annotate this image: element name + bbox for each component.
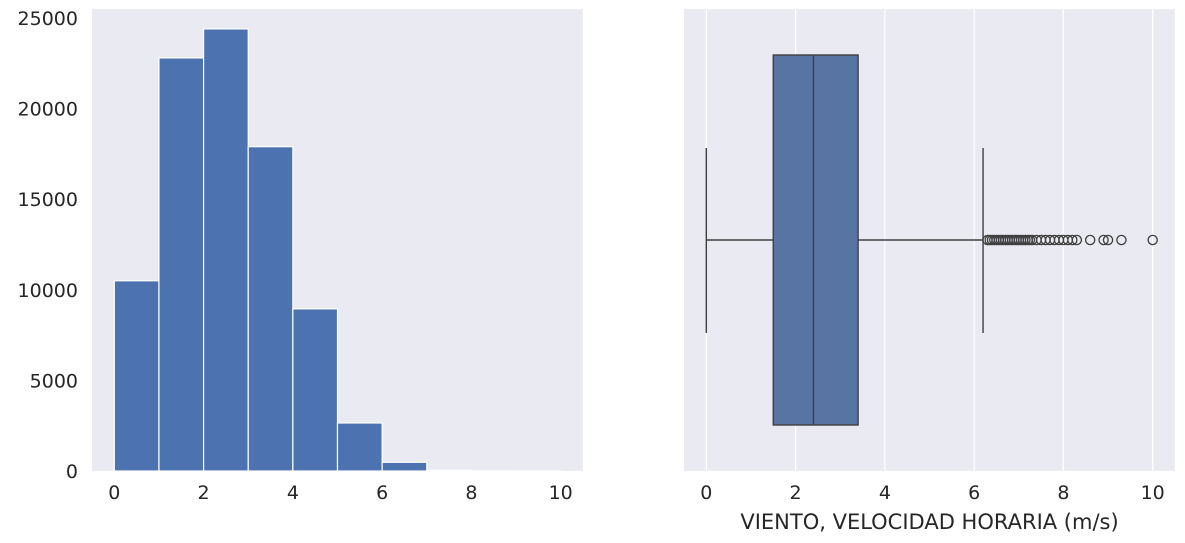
- histogram-bars: [113, 28, 562, 472]
- boxplot-x-tick-label: 6: [968, 482, 980, 504]
- histogram-y-ticks: 0 5000 10000 15000 20000 25000: [18, 8, 78, 483]
- histogram-x-tick-label: 6: [376, 482, 388, 504]
- boxplot-body: [705, 54, 984, 426]
- histogram-x-tick-label: 2: [198, 482, 210, 504]
- histogram-y-tick-label: 0: [66, 461, 78, 483]
- histogram-bar: [292, 308, 339, 472]
- histogram-x-ticks: 0 2 4 6 8 10: [108, 482, 573, 504]
- histogram-x-tick-label: 10: [549, 482, 573, 504]
- boxplot-panel: 0 2 4 6 8 10 VIENTO, VELOCIDAD HORARIA (m/s): [684, 9, 1175, 534]
- boxplot-x-tick-label: 0: [700, 482, 712, 504]
- histogram-y-tick-label: 20000: [18, 99, 78, 121]
- boxplot-outlier-point: [1098, 234, 1109, 246]
- histogram-x-tick-label: 0: [108, 482, 120, 504]
- boxplot-x-tick-label: 2: [790, 482, 802, 504]
- histogram-bar: [113, 280, 160, 472]
- boxplot-x-axis-label: VIENTO, VELOCIDAD HORARIA (m/s): [740, 510, 1118, 534]
- boxplot-x-tick-label: 4: [879, 482, 891, 504]
- histogram-bar: [202, 28, 249, 472]
- histogram-y-tick-label: 25000: [18, 8, 78, 30]
- boxplot-x-tick-label: 8: [1057, 482, 1069, 504]
- boxplot-x-ticks: 0 2 4 6 8 10: [700, 482, 1165, 504]
- histogram-bar: [381, 461, 428, 472]
- histogram-y-tick-label: 5000: [30, 370, 78, 392]
- histogram-y-tick-label: 15000: [18, 189, 78, 211]
- histogram-panel: 0 5000 10000 15000 20000 25000 0 2 4 6 8 10: [18, 8, 583, 504]
- boxplot-outlier-point: [1071, 234, 1083, 246]
- histogram-bar: [247, 146, 294, 472]
- boxplot-outlier-point: [1116, 234, 1127, 246]
- boxplot-outlier-point: [1084, 234, 1096, 246]
- boxplot-outlier-point: [1102, 234, 1114, 246]
- boxplot-outlier-point: [1067, 234, 1078, 246]
- boxplot-box: [772, 54, 859, 426]
- histogram-x-tick-label: 4: [287, 482, 299, 504]
- histogram-bar: [426, 469, 473, 472]
- boxplot-x-tick-label: 10: [1141, 482, 1165, 504]
- histogram-bar: [336, 422, 383, 472]
- histogram-x-tick-label: 8: [465, 482, 477, 504]
- boxplot-outlier-point: [1147, 234, 1158, 246]
- histogram-bar: [158, 57, 205, 472]
- boxplot-outliers: [982, 234, 1158, 246]
- histogram-y-tick-label: 10000: [18, 280, 78, 302]
